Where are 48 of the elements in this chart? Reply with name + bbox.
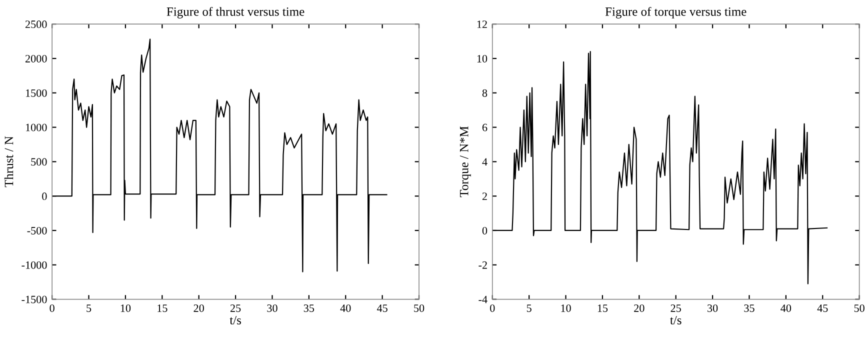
y-tick-label: 8 [482, 89, 488, 97]
x-tick-label: 0 [50, 304, 54, 312]
y-tick-label: 2000 [25, 54, 47, 62]
x-tick-label: 50 [854, 304, 864, 312]
x-tick-label: 5 [526, 304, 532, 312]
y-tick-label: 4 [482, 158, 488, 166]
y-tick-label: 1000 [26, 124, 47, 132]
y-tick-label: 12 [477, 20, 487, 28]
x-tick-label: 15 [598, 304, 608, 312]
x-tick-label: 15 [158, 304, 168, 312]
y-tick-label: 1500 [26, 89, 47, 97]
chart-title: Figure of thrust versus time [166, 6, 304, 18]
x-axis-title: t/s [670, 316, 682, 324]
x-tick-label: 40 [780, 304, 792, 312]
x-axis-title: t/s [230, 316, 241, 324]
x-tick-label: 30 [267, 304, 278, 312]
y-tick-label: -2 [478, 261, 487, 269]
y-tick-label: 500 [31, 158, 47, 166]
line-series [492, 51, 828, 284]
x-tick-label: 10 [561, 304, 571, 312]
x-tick-label: 35 [304, 304, 314, 312]
x-tick-label: 35 [744, 304, 754, 312]
y-tick-label: 0 [482, 226, 488, 234]
y-tick-label: 6 [482, 124, 488, 132]
x-tick-label: 45 [376, 304, 388, 312]
y-tick-label: 0 [42, 192, 47, 200]
x-tick-label: 20 [634, 304, 644, 312]
y-tick-label: 2 [482, 192, 487, 200]
x-tick-label: 10 [120, 304, 131, 312]
x-tick-label: 45 [817, 304, 828, 312]
y-tick-label: -1000 [22, 261, 47, 269]
x-tick-label: 50 [414, 304, 424, 312]
x-tick-label: 20 [194, 304, 204, 312]
y-tick-label: -1500 [22, 296, 47, 304]
x-tick-label: 25 [230, 304, 241, 312]
y-tick-label: 10 [477, 54, 488, 62]
y-tick-label: 2500 [25, 20, 47, 28]
x-tick-label: 0 [490, 304, 495, 312]
x-tick-label: 30 [708, 304, 718, 312]
x-tick-label: 25 [670, 304, 681, 312]
y-axis-title: Thrust / N [4, 136, 14, 188]
y-axis-title: Torque / N*M [460, 126, 471, 198]
x-tick-label: 40 [340, 304, 351, 312]
line-series [52, 38, 388, 272]
chart-title: Figure of torque versus time [605, 6, 746, 18]
x-tick-label: 5 [86, 304, 92, 312]
y-tick-label: -4 [478, 296, 488, 304]
y-tick-label: -500 [27, 226, 47, 234]
